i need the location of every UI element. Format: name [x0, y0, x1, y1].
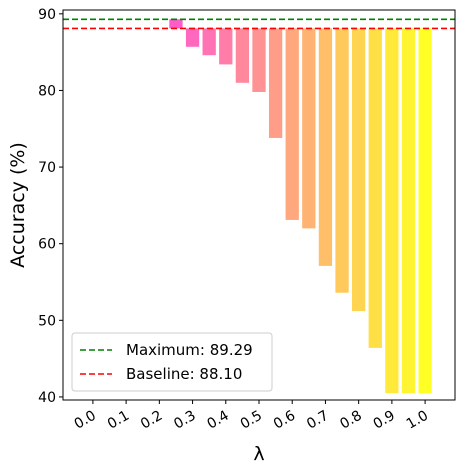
x-tick-label: 0.2	[138, 408, 165, 433]
bar	[202, 28, 216, 56]
bar	[352, 28, 366, 312]
bar	[368, 28, 382, 348]
bar	[418, 28, 432, 394]
y-tick-label: 90	[38, 7, 56, 23]
legend-entry-label: Maximum: 89.29	[126, 341, 253, 359]
bar	[169, 19, 183, 29]
bar	[219, 28, 233, 65]
bar	[335, 28, 349, 293]
legend: Maximum: 89.29 Baseline: 88.10	[71, 332, 273, 392]
y-tick-label: 80	[38, 83, 56, 99]
bar	[268, 28, 283, 138]
x-axis: 0.0 0.1 0.2 0.3 0.4 0.5 0.6 0.7 0.8 0.9 1.0	[72, 400, 431, 433]
x-tick-label: 0.8	[337, 408, 364, 433]
y-axis: 40 50 60 70 80 90	[38, 7, 63, 406]
x-tick-label: 1.0	[404, 408, 431, 433]
x-tick-label: 0.7	[304, 408, 331, 433]
x-tick-label: 0.3	[171, 408, 198, 433]
x-tick-label: 0.5	[238, 408, 265, 433]
bar	[385, 28, 399, 394]
y-tick-label: 50	[38, 313, 56, 329]
x-tick-label: 0.4	[204, 408, 231, 433]
x-tick-label: 0.1	[105, 408, 132, 433]
y-tick-label: 40	[38, 390, 56, 406]
bar	[318, 28, 333, 266]
x-axis-label: λ	[253, 443, 264, 465]
x-tick-label: 0.6	[271, 408, 298, 433]
legend-entry-label: Baseline: 88.10	[126, 365, 242, 383]
bar	[235, 28, 250, 83]
bars-layer	[169, 19, 432, 394]
bar	[285, 28, 299, 220]
x-tick-label: 0.0	[72, 408, 99, 433]
legend-box	[71, 332, 273, 392]
y-tick-label: 60	[38, 237, 56, 253]
reference-lines-layer	[63, 18, 455, 30]
x-tick-label: 0.9	[371, 408, 398, 433]
bar	[185, 28, 200, 47]
y-tick-label: 70	[38, 160, 56, 176]
bar	[401, 28, 416, 394]
bar	[252, 28, 266, 92]
y-axis-label: Accuracy (%)	[7, 142, 29, 268]
bar	[302, 28, 316, 229]
